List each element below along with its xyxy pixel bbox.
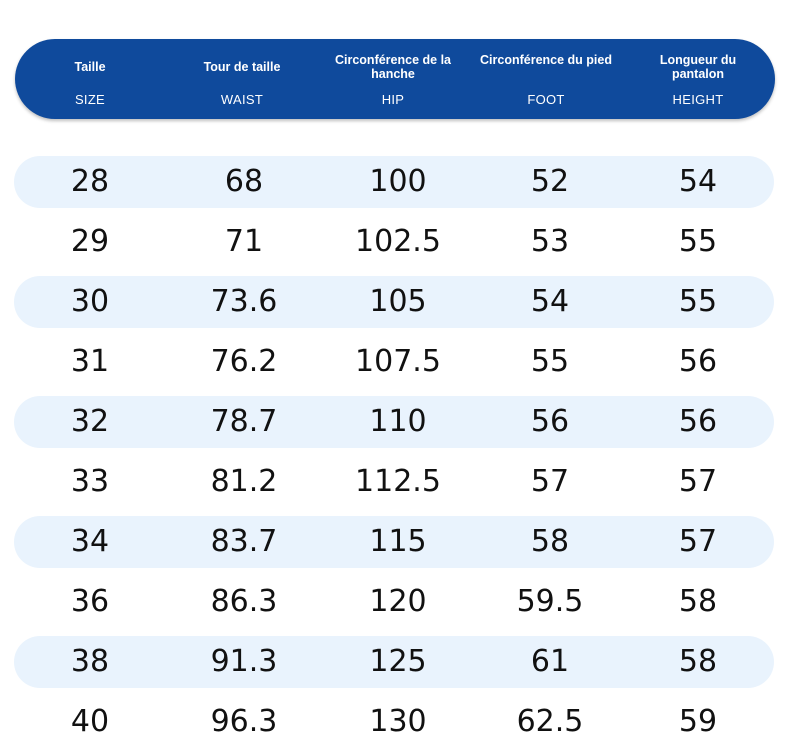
- cell-height: 55: [678, 284, 718, 319]
- cell-hip: 112.5: [355, 464, 441, 499]
- header-label-fr: Taille: [74, 60, 106, 74]
- cell-waist: 83.7: [210, 524, 278, 559]
- cell-waist: 76.2: [210, 344, 278, 379]
- cell-foot: 53: [530, 224, 570, 259]
- cell-hip: 110: [369, 404, 427, 439]
- cell-height: 59: [678, 704, 718, 739]
- cell-size: 36: [70, 584, 110, 619]
- cell-size: 29: [70, 224, 110, 259]
- cell-size: 34: [70, 524, 110, 559]
- cell-waist: 71: [224, 224, 264, 259]
- cell-waist: 86.3: [210, 584, 278, 619]
- table-row: 34 83.7 115 58 57: [14, 516, 774, 568]
- cell-height: 57: [678, 464, 718, 499]
- cell-size: 40: [70, 704, 110, 739]
- table-row: 29 71 102.5 53 55: [14, 216, 774, 268]
- header-label-fr: Tour de taille: [203, 60, 281, 74]
- cell-height: 57: [678, 524, 718, 559]
- header-col-size: Taille SIZE: [15, 39, 165, 119]
- cell-foot: 52: [530, 164, 570, 199]
- cell-size: 28: [70, 164, 110, 199]
- header-label-en: HEIGHT: [672, 92, 724, 107]
- header-col-foot: Circonférence du pied FOOT: [471, 39, 621, 119]
- table-row: 38 91.3 125 61 58: [14, 636, 774, 688]
- cell-foot: 56: [530, 404, 570, 439]
- table-row: 40 96.3 130 62.5 59: [14, 696, 774, 748]
- table-row: 28 68 100 52 54: [14, 156, 774, 208]
- cell-foot: 58: [530, 524, 570, 559]
- cell-foot: 54: [530, 284, 570, 319]
- cell-waist: 81.2: [210, 464, 278, 499]
- cell-hip: 102.5: [355, 224, 441, 259]
- cell-waist: 96.3: [210, 704, 278, 739]
- cell-waist: 68: [224, 164, 264, 199]
- cell-size: 31: [70, 344, 110, 379]
- table-row: 36 86.3 120 59.5 58: [14, 576, 774, 628]
- cell-hip: 125: [369, 644, 427, 679]
- table-row: 32 78.7 110 56 56: [14, 396, 774, 448]
- header-label-en: WAIST: [220, 92, 264, 107]
- cell-waist: 73.6: [210, 284, 278, 319]
- table-row: 31 76.2 107.5 55 56: [14, 336, 774, 388]
- cell-foot: 61: [530, 644, 570, 679]
- header-label-en: HIP: [381, 92, 405, 107]
- cell-hip: 115: [369, 524, 427, 559]
- header-col-waist: Tour de taille WAIST: [167, 39, 317, 119]
- cell-hip: 100: [369, 164, 427, 199]
- cell-foot: 59.5: [516, 584, 584, 619]
- cell-size: 38: [70, 644, 110, 679]
- cell-waist: 78.7: [210, 404, 278, 439]
- cell-foot: 62.5: [516, 704, 584, 739]
- cell-height: 56: [678, 344, 718, 379]
- header-label-en: SIZE: [74, 92, 106, 107]
- cell-hip: 107.5: [355, 344, 441, 379]
- size-table-header: Taille SIZE Tour de taille WAIST Circonf…: [15, 39, 775, 119]
- cell-height: 58: [678, 584, 718, 619]
- cell-size: 33: [70, 464, 110, 499]
- cell-height: 56: [678, 404, 718, 439]
- cell-hip: 130: [369, 704, 427, 739]
- cell-hip: 120: [369, 584, 427, 619]
- header-label-fr: Circonférence du pied: [480, 53, 612, 67]
- header-col-hip: Circonférence de la hanche HIP: [319, 39, 467, 119]
- cell-foot: 55: [530, 344, 570, 379]
- table-row: 30 73.6 105 54 55: [14, 276, 774, 328]
- cell-foot: 57: [530, 464, 570, 499]
- table-row: 33 81.2 112.5 57 57: [14, 456, 774, 508]
- cell-height: 55: [678, 224, 718, 259]
- cell-height: 54: [678, 164, 718, 199]
- header-label-fr: Circonférence de la hanche: [334, 53, 451, 81]
- cell-height: 58: [678, 644, 718, 679]
- header-label-fr: Longueur du pantalon: [659, 53, 737, 81]
- header-label-en: FOOT: [527, 92, 565, 107]
- cell-waist: 91.3: [210, 644, 278, 679]
- cell-size: 30: [70, 284, 110, 319]
- cell-hip: 105: [369, 284, 427, 319]
- cell-size: 32: [70, 404, 110, 439]
- header-col-height: Longueur du pantalon HEIGHT: [623, 39, 773, 119]
